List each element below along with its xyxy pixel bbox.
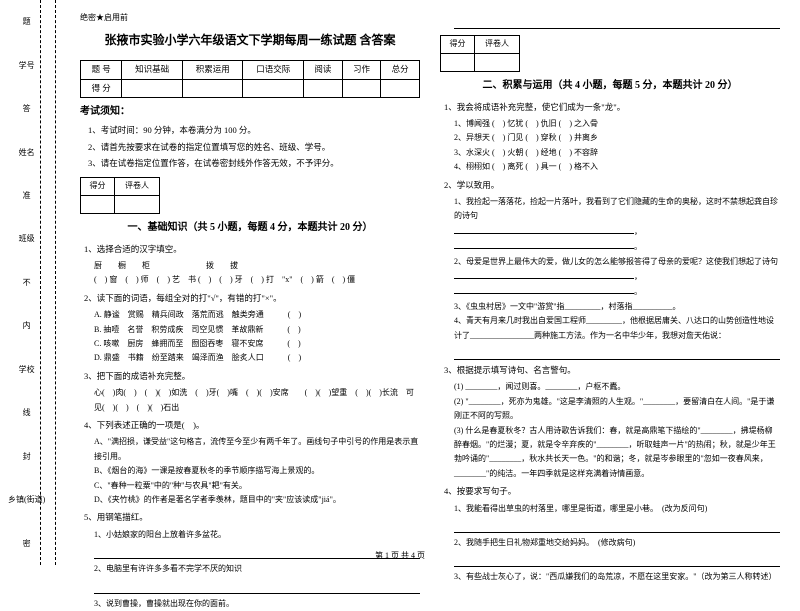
q3: 3、把下面的成语补充完整。: [84, 369, 420, 383]
th-score: 得 分: [81, 79, 122, 98]
q4d: D、《夹竹桃》的作者是著名学者季羡林，题目中的"夹"应该读成"jiá"。: [94, 493, 420, 507]
s2q1c: 3、水深火 ( ) 火朝 ( ) 经地 ( ) 不容辞: [454, 146, 780, 160]
left-column: 绝密★启用前 张掖市实验小学六年级语文下学期每周一练试题 含答案 题 号 知识基…: [70, 12, 430, 565]
sidebar-da: 答: [23, 103, 31, 114]
s2q4c: 3、有些战士灰心了，说："西瓜嫌我们的岛荒凉，不愿在这里安家。"（改为第三人称转…: [454, 570, 780, 584]
q1-r1: 厨 橱 柜 拨 拔: [94, 259, 420, 273]
q4: 4、下列表述正确的一项是( )。: [84, 418, 420, 432]
paper-title: 张掖市实验小学六年级语文下学期每周一练试题 含答案: [80, 31, 420, 50]
sidebar-bu: 不: [23, 277, 31, 288]
q5-1: 1、小姑娘家的阳台上放着许多盆花。: [94, 528, 420, 542]
th-c3: 口语交际: [243, 60, 304, 79]
s2q3b: (2) "________，死亦为鬼雄。"这是李清照的人生观。"________…: [454, 395, 780, 424]
s2q4: 4、按要求写句子。: [444, 484, 780, 498]
page-footer: 第 1 页 共 4 页: [0, 550, 800, 561]
q5-2: 2、电脑里有许许多多看不完学不厌的知识: [94, 562, 420, 576]
sidebar-ti: 题: [23, 16, 31, 27]
blank-cell[interactable]: [122, 79, 183, 98]
sidebar-nei: 内: [23, 320, 31, 331]
s2q2: 2、学以致用。: [444, 178, 780, 192]
eval-table-2: 得分评卷人: [440, 35, 520, 72]
score-summary-table: 题 号 知识基础 积累运用 口语交际 阅读 习作 总分 得 分: [80, 60, 420, 98]
q1: 1、选择合适的汉字填空。: [84, 242, 420, 256]
th-c4: 阅读: [304, 60, 343, 79]
s2q4b: 2、我随手把生日礼物郑重地交给妈妈。 (修改病句): [454, 536, 780, 550]
s2q3a: (1) ________，闻过则喜。________，户枢不蠹。: [454, 380, 780, 394]
th-num: 题 号: [81, 60, 122, 79]
section-1-head: 一、基础知识（共 5 小题，每题 4 分，本题共计 20 分）: [80, 220, 420, 236]
th-c6: 总分: [381, 60, 420, 79]
sidebar-town: 乡镇(街道): [8, 494, 45, 505]
q2b: B. 抽噎 名誉 积劳成疾 司空见惯 革故鼎新 ( ): [94, 323, 420, 337]
sidebar-name: 姓名: [19, 147, 35, 158]
writing-line[interactable]: [454, 346, 780, 360]
s2q2c: 3、《虫虫村居》一文中"游赏"指_________，村落指__________。: [454, 300, 780, 314]
sidebar-xian: 线: [23, 407, 31, 418]
sidebar-seal: 密: [23, 538, 31, 549]
q2c: C. 咳嗽 厨房 蜂拥而至 囫囵吞枣 寝不安席 ( ): [94, 337, 420, 351]
q4a: A、"满招损，谦受益"这句格言，流传至今至少有两千年了。画线句子中引号的作用是表…: [94, 435, 420, 464]
writing-line[interactable]: [454, 519, 780, 533]
section-2-head: 二、积累与运用（共 4 小题，每题 5 分，本题共计 20 分）: [440, 78, 780, 94]
s2q2d: 4、青天有月来几时我出自爱国工程师_________，他根据居庸关、八达口的山势…: [454, 314, 780, 343]
q1-r2: ( ) 窗 ( ) 师 ( ) 艺 书 ( ) ( ) 牙 ( ) 打 "x" …: [94, 273, 420, 287]
eval-table-1: 得分评卷人: [80, 177, 160, 214]
notice-3: 3、请在试卷指定位置作答，在试卷密封线外作答无效，不予评分。: [88, 157, 420, 171]
q2: 2、读下面的词语，每组全对的打"√"，有错的打"×"。: [84, 291, 420, 305]
sidebar-zhun: 准: [23, 190, 31, 201]
s2q2a: 1、我捡起一落落花，捡起一片落叶，我看到了它们隐藏的生命的奥秘，这时不禁想起龚自…: [454, 195, 780, 224]
sidebar-xuehao: 学号: [19, 60, 35, 71]
writing-line[interactable]: [454, 15, 780, 29]
q5: 5、用钢笔描红。: [84, 510, 420, 524]
sidebar-class: 班级: [19, 233, 35, 244]
sidebar-school: 学校: [19, 364, 35, 375]
secret-label: 绝密★启用前: [80, 12, 420, 25]
s2q1: 1、我会将成语补充完整，使它们成为一条"龙"。: [444, 100, 780, 114]
s2q3c: (3) 什么是春夏秋冬？古人用诗歌告诉我们：春，就是高鼎笔下描绘的"______…: [454, 424, 780, 482]
q4b: B、《烟台的海》一课是按春夏秋冬的季节顺序描写海上景观的。: [94, 464, 420, 478]
s2q3: 3、根据提示填写诗句、名言警句。: [444, 363, 780, 377]
q2a: A. 静谧 赏赐 精兵间政 落荒而逃 触类旁通 ( ): [94, 308, 420, 322]
answer-blank[interactable]: [454, 269, 634, 279]
s2q2b: 2、母爱是世界上最伟大的爱，做儿女的怎么能够报答得了母亲的爱呢？这使我们想起了诗…: [454, 255, 780, 269]
th-c5: 习作: [342, 60, 381, 79]
s2q4a: 1、我能看得出草虫的村落里，哪里是街道，哪里是小巷。 (改为反问句): [454, 502, 780, 516]
q3r: 心( )肉( ) ( )( )如洗 ( )牙( )嘴 ( )( )安席 ( )(…: [94, 386, 420, 415]
s2q1b: 2、异想天 ( ) 门见 ( ) 穿秋 ( ) 井离乡: [454, 131, 780, 145]
s2q1d: 4、栩栩如 ( ) 离死 ( ) 具一 ( ) 格不入: [454, 160, 780, 174]
right-column: 得分评卷人 二、积累与运用（共 4 小题，每题 5 分，本题共计 20 分） 1…: [430, 12, 790, 565]
sidebar-feng: 封: [23, 451, 31, 462]
th-c1: 知识基础: [122, 60, 183, 79]
q4c: C、"春种一粒粟"中的"种"与农具"耙"有关。: [94, 479, 420, 493]
notice-head: 考试须知：: [80, 104, 420, 120]
notice-1: 1、考试时间：90 分钟，本卷满分为 100 分。: [88, 124, 420, 138]
th-c2: 积累运用: [182, 60, 243, 79]
s2q1a: 1、博闻强 ( ) 忆犹 ( ) 仇旧 ( ) 之入骨: [454, 117, 780, 131]
writing-line[interactable]: [94, 580, 420, 594]
q2d: D. 鼎盛 书籍 纷至踏来 竭泽而渔 脍炙人口 ( ): [94, 351, 420, 365]
notice-2: 2、请首先按要求在试卷的指定位置填写您的姓名、班级、学号。: [88, 141, 420, 155]
answer-blank[interactable]: [454, 224, 634, 234]
q5-3: 3、说到曹操，曹操就出现在你的面前。: [94, 597, 420, 611]
